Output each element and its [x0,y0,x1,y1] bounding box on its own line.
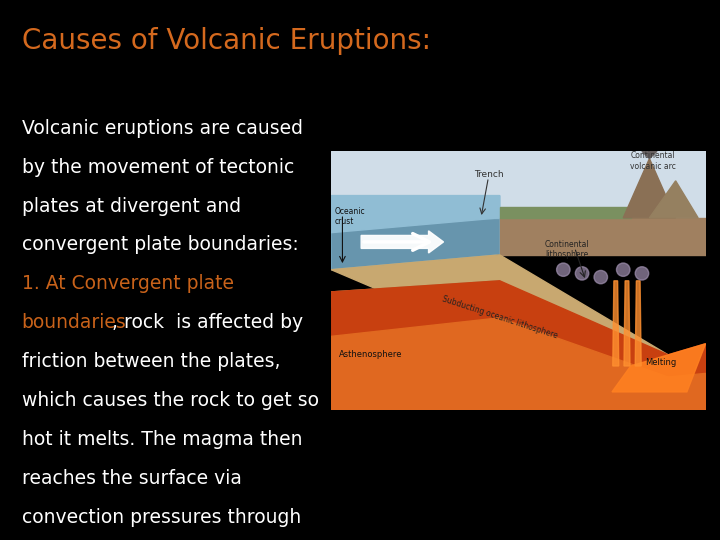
Circle shape [616,263,630,276]
Polygon shape [331,195,500,233]
Text: convection pressures through: convection pressures through [22,508,301,526]
Polygon shape [649,181,698,218]
Text: Trench: Trench [474,170,503,179]
Polygon shape [331,195,500,269]
Polygon shape [331,281,668,392]
Circle shape [594,271,608,284]
Text: , rock  is affected by: , rock is affected by [112,313,303,332]
Polygon shape [331,151,706,218]
Text: Continental
volcanic arc: Continental volcanic arc [630,151,676,171]
Text: convergent plate boundaries:: convergent plate boundaries: [22,235,298,254]
Polygon shape [624,281,630,366]
Text: which causes the rock to get so: which causes the rock to get so [22,391,319,410]
Polygon shape [451,255,500,281]
Circle shape [575,267,589,280]
Text: Melting: Melting [645,358,676,367]
Polygon shape [331,255,668,373]
Text: Subducting oceanic lithosphere: Subducting oceanic lithosphere [441,295,559,341]
Text: Continental
lithosphere: Continental lithosphere [545,240,590,259]
Polygon shape [612,344,706,392]
Circle shape [635,267,649,280]
Text: plates at divergent and: plates at divergent and [22,197,240,215]
Polygon shape [642,151,657,159]
Text: Volcanic eruptions are caused: Volcanic eruptions are caused [22,119,302,138]
FancyArrow shape [361,231,444,253]
Polygon shape [613,281,618,366]
Text: Oceanic
crust: Oceanic crust [335,207,366,226]
Polygon shape [624,159,675,218]
Polygon shape [331,281,706,410]
Circle shape [557,263,570,276]
Text: Causes of Volcanic Eruptions:: Causes of Volcanic Eruptions: [22,27,431,55]
Text: by the movement of tectonic: by the movement of tectonic [22,158,294,177]
Polygon shape [500,218,706,255]
Text: boundaries: boundaries [22,313,126,332]
Text: reaches the surface via: reaches the surface via [22,469,241,488]
Polygon shape [635,281,642,366]
Text: 1. At Convergent plate: 1. At Convergent plate [22,274,233,293]
Text: Asthenosphere: Asthenosphere [338,350,402,359]
Polygon shape [500,207,631,218]
Text: hot it melts. The magma then: hot it melts. The magma then [22,430,302,449]
Text: friction between the plates,: friction between the plates, [22,352,280,371]
Polygon shape [331,318,706,410]
